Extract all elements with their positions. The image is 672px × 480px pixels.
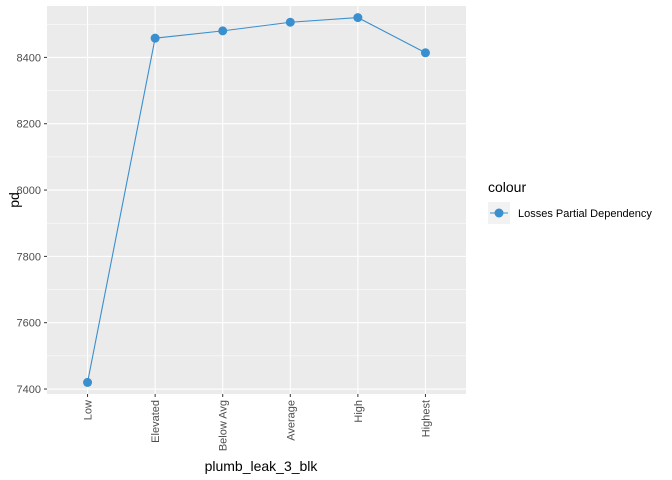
x-tick-label: Average — [285, 400, 297, 441]
x-tick-label: Highest — [420, 400, 432, 437]
data-point — [83, 377, 93, 387]
series-line — [87, 17, 426, 383]
y-tick-label: 8200 — [17, 119, 41, 131]
minor-gridlines — [47, 23, 466, 357]
y-tick-label: 7400 — [17, 384, 41, 396]
legend: colour Losses Partial Dependency — [488, 179, 652, 224]
data-point — [420, 48, 430, 58]
y-axis-title: pd — [6, 192, 22, 208]
series-layer — [83, 13, 430, 387]
y-tick-label: 8000 — [17, 185, 41, 197]
major-gridlines — [47, 6, 466, 394]
x-axis: Low Elevated Below Avg Average High Highest — [83, 394, 432, 451]
data-point — [218, 26, 228, 36]
panel-background — [47, 6, 466, 394]
y-tick-label: 8400 — [17, 52, 41, 64]
data-point — [285, 17, 295, 27]
legend-key-point — [494, 208, 504, 218]
x-axis-title: plumb_leak_3_blk — [205, 458, 319, 474]
x-tick-label: High — [353, 400, 365, 423]
y-axis: 7400 7600 7800 8000 8200 8400 — [17, 52, 47, 396]
legend-label: Losses Partial Dependency — [518, 208, 652, 220]
x-tick-label: Below Avg — [218, 400, 230, 451]
data-point — [150, 33, 160, 43]
x-tick-label: Low — [83, 400, 95, 420]
data-point — [353, 13, 363, 23]
y-tick-label: 7800 — [17, 251, 41, 263]
x-tick-label: Elevated — [150, 400, 162, 443]
y-tick-label: 7600 — [17, 318, 41, 330]
legend-title: colour — [488, 179, 526, 195]
